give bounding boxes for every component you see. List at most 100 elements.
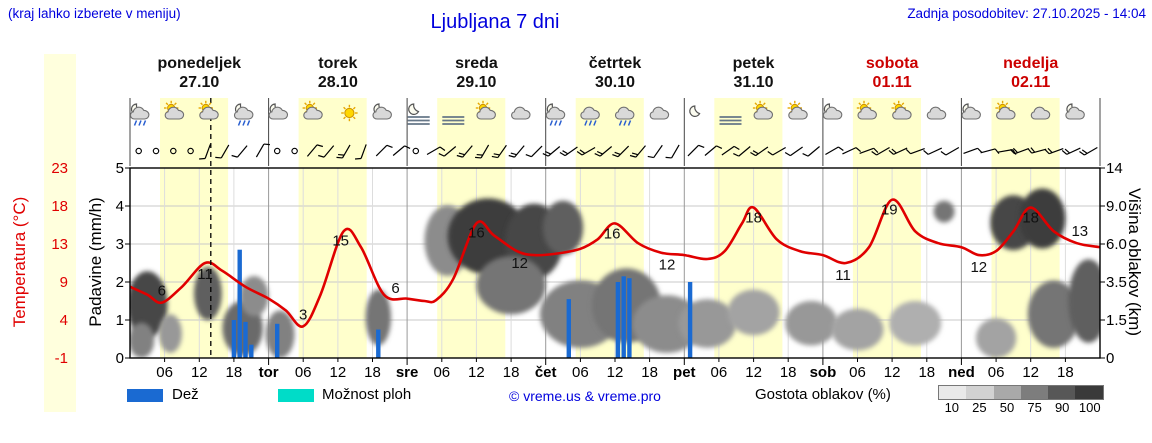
day-name: nedelja	[1003, 55, 1059, 72]
moon-cloud-icon	[1065, 103, 1085, 120]
precipitation-axis-label: Padavine (mm/h)	[86, 197, 105, 327]
sun-cloud-icon	[856, 100, 877, 120]
hour-tick: 12	[607, 364, 624, 381]
rain-bar	[566, 299, 571, 358]
temperature-axis-strip	[44, 54, 76, 412]
last-update-label: Zadnja posodobitev: 27.10.2025 - 14:04	[907, 6, 1146, 21]
hour-tick: 18	[226, 364, 243, 381]
precip-tick: 0	[116, 350, 124, 367]
day-name: petek	[732, 55, 775, 72]
cloud-tick: 1.5	[1106, 312, 1127, 329]
axis-ticks	[125, 167, 1105, 365]
temperature-value-label: 11	[197, 266, 213, 283]
cloud-blob	[542, 200, 584, 255]
hour-tick: 12	[468, 364, 485, 381]
wind-barb-icon	[905, 148, 925, 155]
day-date: 30.10	[594, 74, 635, 91]
density-tick: 100	[1078, 400, 1101, 415]
day-date: 27.10	[179, 74, 220, 91]
temperature-value-label: 18	[1022, 210, 1039, 227]
copyright-link[interactable]: © vreme.us & vreme.pro	[509, 388, 661, 404]
rain-bar	[231, 320, 237, 358]
wind-barb-icon	[438, 146, 457, 157]
wind-barb-icon	[784, 146, 803, 157]
day-abbrev: čet	[535, 364, 557, 381]
cloud-tick: 9.0	[1106, 198, 1127, 215]
wind-barb-icon	[559, 146, 578, 157]
showers-legend-label: Možnost ploh	[322, 386, 412, 403]
hour-tick: 18	[918, 364, 935, 381]
wind-barb-icon	[1079, 146, 1098, 156]
wind-barb-icon	[215, 144, 230, 159]
wind-calm-icon	[412, 147, 420, 155]
day-name: sobota	[865, 55, 919, 72]
cloud-tick: 3.5	[1106, 274, 1127, 291]
wind-barb-icon	[1009, 147, 1029, 155]
temperature-value-label: 18	[745, 210, 762, 227]
wind-barb-icon	[647, 144, 663, 159]
day-date: 29.10	[456, 74, 497, 91]
density-tick: 50	[999, 400, 1015, 415]
precip-tick: 4	[116, 198, 124, 215]
hour-tick: 18	[780, 364, 797, 381]
density-segment-100	[1075, 386, 1103, 399]
temperature-value-label: 15	[332, 232, 349, 249]
day-name: sreda	[455, 55, 498, 72]
temperature-value-label: 16	[604, 225, 621, 242]
density-tick: 10	[944, 400, 960, 415]
moon-cloud-rain-icon	[545, 103, 566, 126]
wind-barb-icon	[859, 147, 879, 154]
sun-cloud-icon	[198, 100, 219, 120]
cloud-density-label: Gostota oblakov (%)	[755, 386, 891, 403]
rain-bar	[687, 282, 693, 358]
sun-icon	[341, 104, 358, 122]
wind-calm-icon	[152, 147, 160, 155]
hour-tick: 06	[156, 364, 173, 381]
day-header-sreda: sreda 29.10	[407, 54, 546, 92]
precip-tick: 3	[116, 236, 124, 253]
day-abbrev: pet	[673, 364, 696, 381]
day-abbrev: tor	[259, 364, 279, 381]
cloud-sun-icon	[995, 100, 1016, 120]
day-header-petek: petek 31.10	[684, 54, 823, 92]
wind-barb-icon	[704, 145, 723, 156]
wind-barb-icon	[721, 145, 740, 156]
hour-tick: 12	[191, 364, 208, 381]
cloud-blob	[365, 289, 391, 346]
moon-icon	[689, 105, 701, 117]
day-name: torek	[318, 55, 358, 72]
wind-barb-icon	[963, 147, 983, 154]
sun-cloud-icon	[475, 100, 496, 120]
wind-barb-icon	[980, 148, 1000, 154]
wind-barb-icon	[255, 143, 270, 158]
day-date: 02.11	[1011, 74, 1051, 91]
wind-barb-icon	[750, 146, 769, 157]
wind-barb-icon	[940, 146, 960, 156]
wind-barb-icon	[1061, 147, 1081, 155]
density-segment-25	[966, 386, 994, 399]
cloud-icon	[1030, 106, 1051, 120]
rain-bar	[249, 344, 254, 358]
hour-tick: 12	[1022, 364, 1039, 381]
temperature-value-label: 16	[468, 224, 485, 241]
precipitation-bars	[231, 249, 693, 358]
wind-barb-icon	[825, 146, 844, 156]
temp-tick: 18	[51, 198, 68, 215]
hour-tick: 06	[711, 364, 728, 381]
wind-barb-icon	[392, 145, 411, 156]
moon-cloud-icon	[268, 103, 289, 120]
temperature-value-label: 19	[881, 202, 898, 219]
cloud-blob	[975, 318, 1017, 358]
density-segment-50	[993, 386, 1021, 399]
wind-calm-icon	[187, 147, 194, 155]
axis-tick-labels: 5 4 3 2 1 0 23 18 13 9 4 -1 14 9.0 6.0 3.5 1.5 0 06 12 18 tor…	[51, 160, 1127, 381]
moon-fog-icon	[407, 103, 430, 125]
cloud-blob	[476, 256, 546, 315]
wind-barb-icon	[612, 145, 630, 158]
temp-tick: 23	[51, 160, 68, 177]
wind-calm-icon	[273, 147, 281, 155]
temperature-value-label: 3	[299, 306, 307, 323]
cloud-tick: 14	[1106, 160, 1123, 177]
wind-barb-icon	[491, 144, 507, 159]
